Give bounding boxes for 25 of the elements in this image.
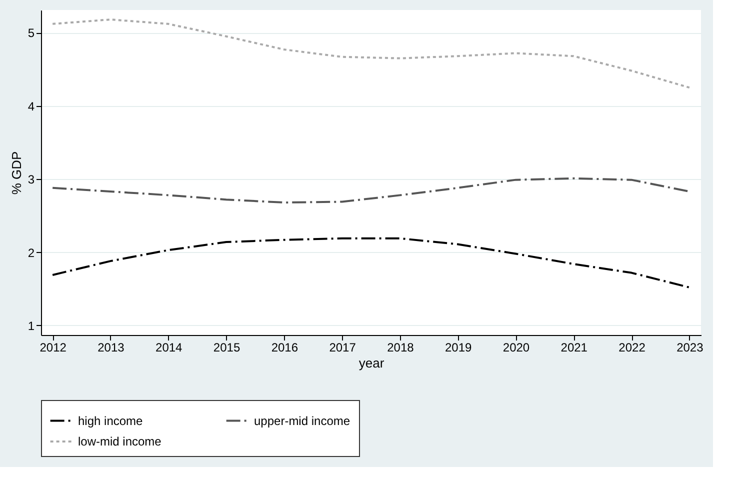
line-series: [52, 177, 690, 204]
x-tick-label: 2016: [271, 340, 298, 354]
line-series: [52, 18, 690, 89]
x-tick-label: 2023: [676, 340, 704, 354]
x-tick-label: 2014: [156, 340, 183, 354]
x-tick-label: 2021: [560, 340, 588, 354]
x-tick-label: 2015: [213, 340, 240, 354]
y-tick-label: 1: [28, 318, 35, 333]
y-tick-label: 5: [28, 26, 35, 40]
y-tick-label: 4: [28, 99, 35, 114]
legend-label: upper-mid income: [254, 414, 350, 428]
y-tick-label: 3: [28, 172, 35, 187]
line-series: [52, 237, 690, 288]
x-tick-label: 2022: [618, 340, 646, 354]
x-tick-label: 2018: [387, 340, 414, 354]
y-tick-label: 2: [28, 246, 35, 260]
x-tick-label: 2020: [502, 340, 530, 354]
x-tick-label: 2019: [444, 340, 472, 354]
legend-label: low-mid income: [78, 434, 162, 448]
y-axis-title: % GDP: [8, 151, 24, 195]
x-tick-label: 2017: [329, 340, 356, 354]
legend-label: high income: [78, 414, 144, 428]
x-axis-title: year: [358, 356, 385, 370]
x-tick-label: 2013: [98, 340, 125, 354]
x-tick-label: 2012: [40, 340, 67, 354]
